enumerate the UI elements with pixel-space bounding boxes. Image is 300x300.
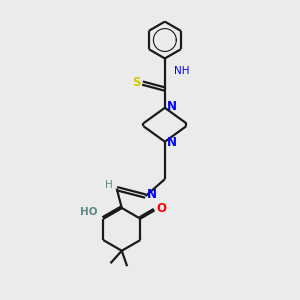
Text: O: O	[156, 202, 166, 215]
Text: N: N	[167, 100, 176, 113]
Text: HO: HO	[80, 207, 97, 217]
Text: N: N	[167, 136, 176, 149]
Text: N: N	[147, 188, 157, 201]
Text: NH: NH	[174, 66, 189, 76]
Text: S: S	[132, 76, 140, 89]
Text: H: H	[104, 180, 112, 190]
